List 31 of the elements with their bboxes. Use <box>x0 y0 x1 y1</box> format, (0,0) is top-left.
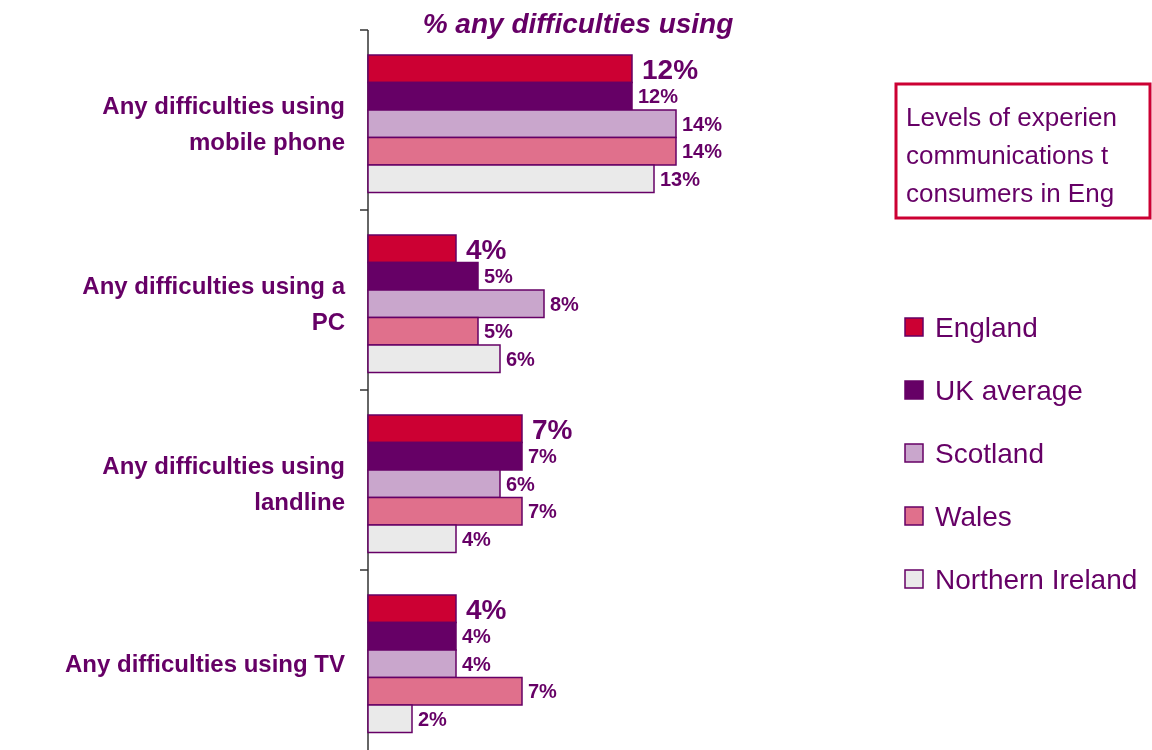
y-tick-label: Any difficulties using TV <box>64 649 345 677</box>
data-label: 12% <box>638 85 679 108</box>
data-label: 5% <box>484 265 514 288</box>
y-tick-label: Any difficulties using a PC <box>82 271 346 335</box>
data-label: 13% <box>660 167 701 190</box>
data-label: 14% <box>682 112 723 135</box>
data-label: 14% <box>682 140 723 163</box>
data-label: 7% <box>528 500 558 523</box>
legend-label: England <box>935 312 1038 343</box>
data-label: 4% <box>466 593 507 625</box>
data-label: 6% <box>506 472 536 495</box>
data-label: 8% <box>550 292 580 315</box>
legend-label: Northern Ireland <box>935 564 1138 595</box>
data-label: 7% <box>528 445 558 468</box>
data-label: 4% <box>462 625 492 648</box>
data-label: 4% <box>462 652 492 675</box>
data-label: 5% <box>484 320 514 343</box>
y-tick-label: Any difficulties using landline <box>102 451 345 515</box>
legend-label: Scotland <box>935 438 1044 469</box>
legend-label: UK average <box>935 375 1083 406</box>
data-label: 6% <box>506 347 536 370</box>
data-label: 7% <box>532 413 573 445</box>
y-tick-label: Any difficulties using mobile phone <box>102 91 345 155</box>
chart-title: % any difficulties using <box>422 8 734 39</box>
data-label: 4% <box>462 527 492 550</box>
data-label: 7% <box>528 680 558 703</box>
data-label: 2% <box>418 707 448 730</box>
text: Levels of experien communications t consumers in Eng <box>906 102 1118 208</box>
legend-label: Wales <box>935 501 1012 532</box>
data-label: 4% <box>466 233 507 265</box>
data-label: 12% <box>642 53 699 85</box>
